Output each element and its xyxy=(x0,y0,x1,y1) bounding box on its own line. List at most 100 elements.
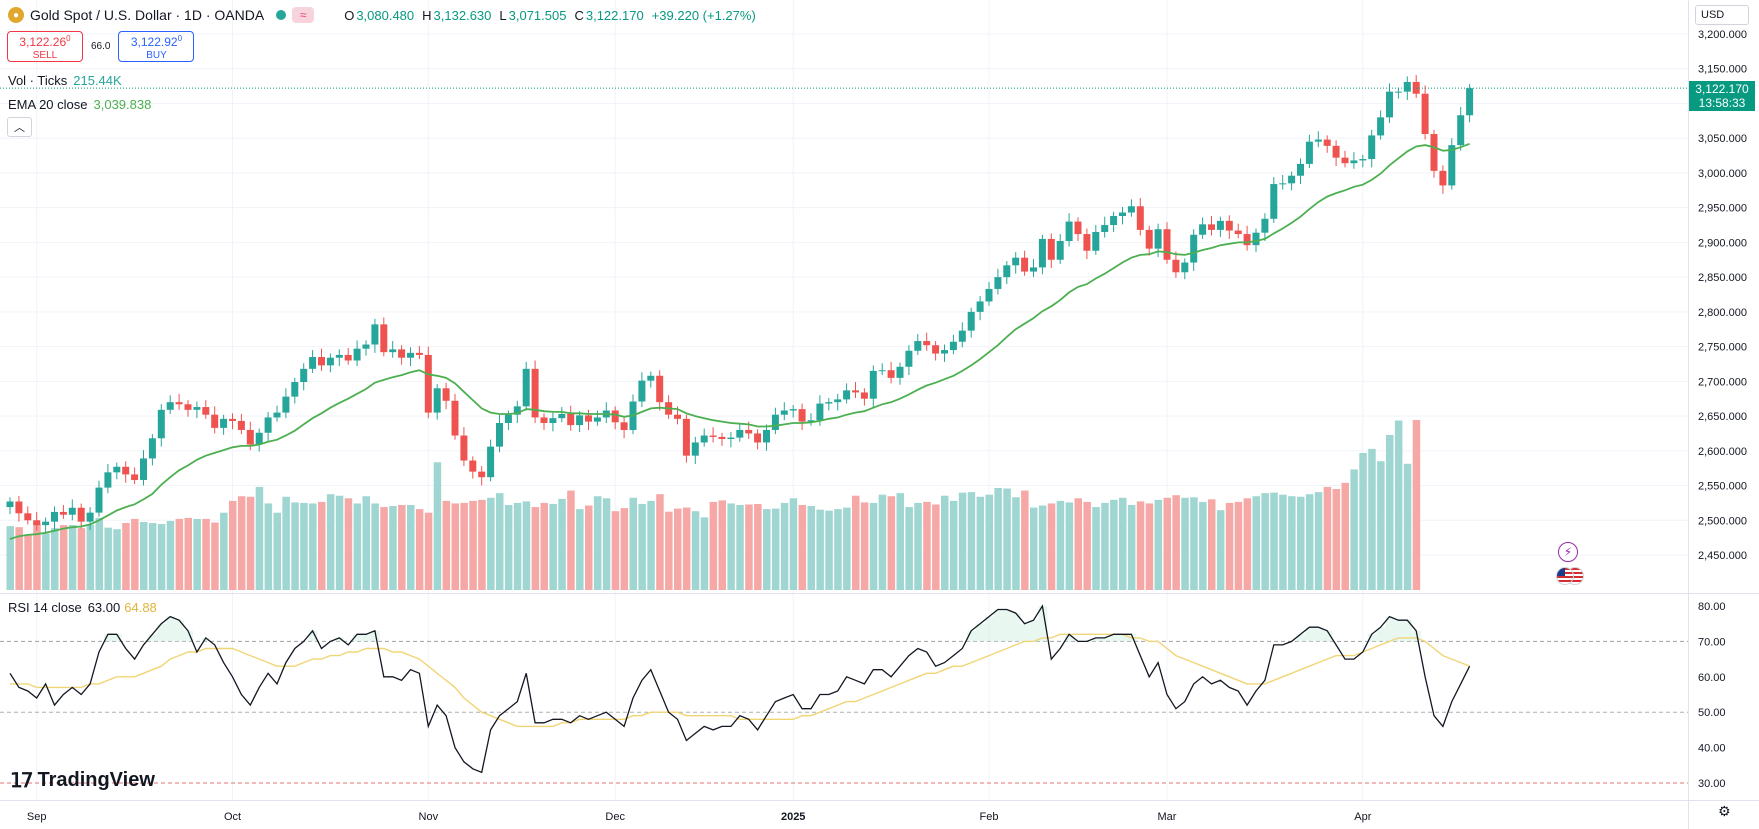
candle-body xyxy=(478,471,486,478)
candle xyxy=(860,388,868,406)
price-tick-label: 2,450.000 xyxy=(1698,550,1747,562)
volume-bar xyxy=(1181,497,1189,590)
candle xyxy=(1092,225,1100,255)
settings-gear-icon[interactable]: ⚙ xyxy=(1718,803,1731,819)
candle xyxy=(487,439,495,482)
candle-body xyxy=(264,417,272,433)
volume-legend[interactable]: Vol · Ticks 215.44K xyxy=(8,73,122,88)
candle xyxy=(148,434,156,466)
volume-bar xyxy=(1119,497,1127,590)
candle-body xyxy=(1270,184,1278,219)
volume-bar xyxy=(1065,502,1074,590)
candle xyxy=(1243,225,1251,251)
symbol-header[interactable]: ● Gold Spot / U.S. Dollar · 1D · OANDA ≈… xyxy=(8,5,756,25)
candle-body xyxy=(843,390,851,400)
candle-body xyxy=(1181,262,1189,273)
candle-body xyxy=(736,429,744,438)
rsi-tick-label: 80.00 xyxy=(1698,601,1726,613)
rsi-tick-label: 60.00 xyxy=(1698,672,1726,684)
volume-bar xyxy=(825,510,833,590)
candle xyxy=(620,416,628,439)
candle xyxy=(1003,261,1011,285)
candle xyxy=(42,517,50,533)
volume-bar xyxy=(1394,420,1403,590)
rsi-overbought-fill xyxy=(1385,616,1395,642)
volume-bar xyxy=(264,503,273,590)
candle-body xyxy=(780,410,788,415)
candle xyxy=(1439,165,1447,194)
wave-icon[interactable]: ≈ xyxy=(292,7,315,23)
candle-body xyxy=(42,521,50,526)
volume-bar xyxy=(585,505,593,590)
volume-bar xyxy=(389,506,397,590)
currency-selector[interactable]: USD xyxy=(1695,5,1749,25)
us-flag-event-icon[interactable] xyxy=(1556,567,1574,585)
candle xyxy=(825,398,833,411)
candle-body xyxy=(460,435,468,461)
candle xyxy=(1234,223,1242,239)
ema-legend[interactable]: EMA 20 close 3,039.838 xyxy=(8,97,152,112)
volume-bar xyxy=(665,511,673,590)
candle-body xyxy=(496,423,503,447)
collapse-legend-button[interactable]: ︿ xyxy=(7,117,32,137)
candle-body xyxy=(1377,117,1385,136)
candle xyxy=(1394,87,1402,99)
buy-button[interactable]: 3,122.920 BUY xyxy=(118,31,195,62)
candle xyxy=(326,353,334,373)
candle-body xyxy=(237,420,245,430)
rsi-overbought-fill xyxy=(967,630,977,642)
rsi-overbought-fill xyxy=(1376,627,1386,642)
volume-bar xyxy=(202,518,210,590)
candle-body xyxy=(1457,115,1465,146)
candle xyxy=(1430,129,1438,178)
volume-bar xyxy=(15,527,23,590)
candle xyxy=(211,406,219,434)
lightning-event-icon[interactable]: ⚡ xyxy=(1558,542,1578,562)
candle xyxy=(843,383,851,404)
rsi-legend[interactable]: RSI 14 close 63.00 64.88 xyxy=(8,600,157,615)
candle-body xyxy=(1003,265,1011,278)
volume-bar xyxy=(958,492,967,590)
rsi-overbought-fill xyxy=(1100,637,1110,642)
candle xyxy=(754,429,762,450)
candle xyxy=(531,360,539,424)
candle-body xyxy=(754,433,762,443)
volume-bar xyxy=(104,527,112,590)
volume-bar xyxy=(852,495,860,590)
volume-bar xyxy=(1412,420,1421,590)
volume-bar xyxy=(1136,501,1145,590)
candle-body xyxy=(611,410,619,423)
rsi-overbought-fill xyxy=(1038,606,1048,642)
volume-bar xyxy=(576,509,584,590)
price-tick-label: 2,850.000 xyxy=(1698,272,1747,284)
volume-bar xyxy=(682,507,691,590)
last-price-label: 3,122.170 13:58:33 xyxy=(1689,81,1755,111)
candle-body xyxy=(994,277,1002,289)
candle xyxy=(59,504,67,519)
candle-body xyxy=(1448,145,1456,186)
volume-bar xyxy=(460,502,468,590)
candle-body xyxy=(576,415,584,426)
volume-bar xyxy=(807,506,815,590)
rsi-tick-label: 40.00 xyxy=(1698,743,1726,755)
volume-bar xyxy=(540,502,548,590)
candle xyxy=(68,499,76,521)
candle-body xyxy=(424,354,432,413)
candle-body xyxy=(335,354,343,358)
candle xyxy=(1119,206,1126,225)
volume-bar xyxy=(496,493,504,590)
candle-body xyxy=(682,418,690,456)
candle-body xyxy=(522,368,530,407)
candle xyxy=(1199,217,1207,239)
candle xyxy=(522,361,530,411)
time-tick-label: Sep xyxy=(27,811,47,823)
candle-body xyxy=(825,402,833,404)
sell-button[interactable]: 3,122.260 SELL xyxy=(7,31,83,62)
candle xyxy=(780,402,788,421)
symbol-title[interactable]: Gold Spot / U.S. Dollar · 1D · OANDA xyxy=(30,7,265,23)
candle-body xyxy=(691,442,699,456)
candle-body xyxy=(1216,220,1224,230)
volume-bar xyxy=(763,509,771,590)
time-tick-label: Oct xyxy=(224,811,241,823)
